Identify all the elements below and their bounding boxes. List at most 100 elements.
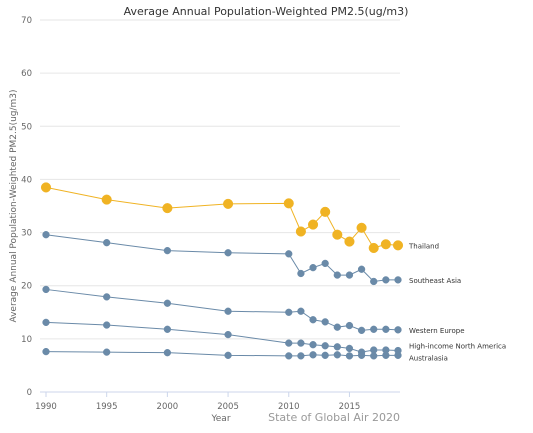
data-point[interactable] xyxy=(309,316,317,324)
series-label-thailand: Thailand xyxy=(408,242,439,250)
data-point[interactable] xyxy=(332,229,343,240)
data-point[interactable] xyxy=(392,240,404,251)
chart-credit: State of Global Air 2020 xyxy=(268,411,400,424)
data-point[interactable] xyxy=(321,351,329,359)
series-western-europe xyxy=(42,285,402,335)
data-point[interactable] xyxy=(321,342,329,350)
data-point[interactable] xyxy=(382,276,390,284)
data-point[interactable] xyxy=(297,339,305,347)
data-point[interactable] xyxy=(42,347,50,356)
data-point[interactable] xyxy=(333,351,341,359)
y-tick-label: 20 xyxy=(21,282,32,292)
series-label-southeast-asia: Southeast Asia xyxy=(409,277,461,285)
data-point[interactable] xyxy=(224,330,232,339)
series-australasia xyxy=(42,347,402,360)
series-high-income-north-america xyxy=(42,318,402,356)
x-tick-label: 2000 xyxy=(157,402,179,412)
x-tick-label: 2005 xyxy=(217,402,239,412)
data-point[interactable] xyxy=(357,265,366,273)
data-point[interactable] xyxy=(224,351,232,359)
y-tick-label: 50 xyxy=(21,122,32,132)
y-tick-label: 40 xyxy=(21,175,32,185)
series-labels: Thailand Southeast Asia Western Europe High… xyxy=(408,242,506,362)
series-label-high-income-north-america: High-income North America xyxy=(409,343,506,351)
data-point[interactable] xyxy=(382,351,390,359)
data-point[interactable] xyxy=(309,351,317,359)
data-point[interactable] xyxy=(344,236,355,247)
data-point[interactable] xyxy=(382,325,390,333)
y-axis-ticks: 0 10 20 30 40 50 60 70 xyxy=(21,16,32,398)
data-point[interactable] xyxy=(285,339,293,347)
data-point[interactable] xyxy=(394,276,402,284)
data-point[interactable] xyxy=(103,348,111,356)
series-label-australasia: Australasia xyxy=(409,354,448,362)
x-tick-label: 2015 xyxy=(339,402,361,412)
series-line xyxy=(45,321,399,353)
y-tick-label: 10 xyxy=(21,335,32,345)
data-point[interactable] xyxy=(357,326,366,335)
data-point[interactable] xyxy=(101,194,112,205)
data-point[interactable] xyxy=(40,182,52,193)
series-layer xyxy=(40,182,404,360)
data-point[interactable] xyxy=(321,318,329,326)
series-thailand xyxy=(40,182,404,254)
data-point[interactable] xyxy=(345,344,354,353)
data-point[interactable] xyxy=(285,352,293,360)
y-tick-label: 60 xyxy=(21,69,32,79)
data-point[interactable] xyxy=(103,293,111,301)
y-tick-label: 70 xyxy=(21,16,32,26)
data-point[interactable] xyxy=(370,352,378,360)
data-point[interactable] xyxy=(285,308,293,316)
y-tick-label: 0 xyxy=(27,388,32,398)
data-point[interactable] xyxy=(333,323,341,331)
data-point[interactable] xyxy=(163,299,172,307)
data-point[interactable] xyxy=(163,325,172,333)
x-axis-title: Year xyxy=(210,414,230,424)
data-point[interactable] xyxy=(309,263,317,272)
data-point[interactable] xyxy=(295,226,306,237)
data-point[interactable] xyxy=(309,341,317,349)
data-point[interactable] xyxy=(163,246,172,255)
data-point[interactable] xyxy=(297,307,305,315)
grid-lines xyxy=(40,19,400,340)
data-point[interactable] xyxy=(224,249,232,257)
data-point[interactable] xyxy=(285,250,293,258)
data-point[interactable] xyxy=(368,242,379,254)
data-point[interactable] xyxy=(394,351,402,359)
data-point[interactable] xyxy=(357,351,366,359)
y-axis-title: Average Annual Population-Weighted PM2.5… xyxy=(9,89,19,322)
data-point[interactable] xyxy=(321,259,329,268)
x-tick-label: 2010 xyxy=(278,402,300,412)
data-point[interactable] xyxy=(297,269,305,278)
chart-title: Average Annual Population-Weighted PM2.5… xyxy=(124,5,409,18)
y-tick-label: 30 xyxy=(21,229,32,239)
data-point[interactable] xyxy=(42,231,50,239)
data-point[interactable] xyxy=(394,326,402,334)
data-point[interactable] xyxy=(307,219,319,230)
data-point[interactable] xyxy=(380,239,391,250)
data-point[interactable] xyxy=(356,222,367,233)
data-point[interactable] xyxy=(345,321,354,330)
data-point[interactable] xyxy=(333,271,341,279)
data-point[interactable] xyxy=(320,206,331,217)
data-point[interactable] xyxy=(345,352,354,360)
data-point[interactable] xyxy=(162,203,173,214)
x-tick-label: 1995 xyxy=(96,402,118,412)
data-point[interactable] xyxy=(297,352,305,360)
data-point[interactable] xyxy=(103,321,111,329)
data-point[interactable] xyxy=(333,343,341,351)
data-point[interactable] xyxy=(223,198,234,209)
data-point[interactable] xyxy=(42,318,50,327)
series-label-western-europe: Western Europe xyxy=(409,327,465,335)
series-southeast-asia xyxy=(42,231,402,286)
data-point[interactable] xyxy=(224,307,232,315)
data-point[interactable] xyxy=(370,277,378,286)
data-point[interactable] xyxy=(42,285,50,294)
x-axis-ticks: 1990 1995 2000 2005 2010 2015 xyxy=(35,392,360,412)
data-point[interactable] xyxy=(163,349,172,357)
data-point[interactable] xyxy=(283,198,294,209)
data-point[interactable] xyxy=(370,325,378,333)
data-point[interactable] xyxy=(345,271,354,279)
data-point[interactable] xyxy=(103,239,111,247)
